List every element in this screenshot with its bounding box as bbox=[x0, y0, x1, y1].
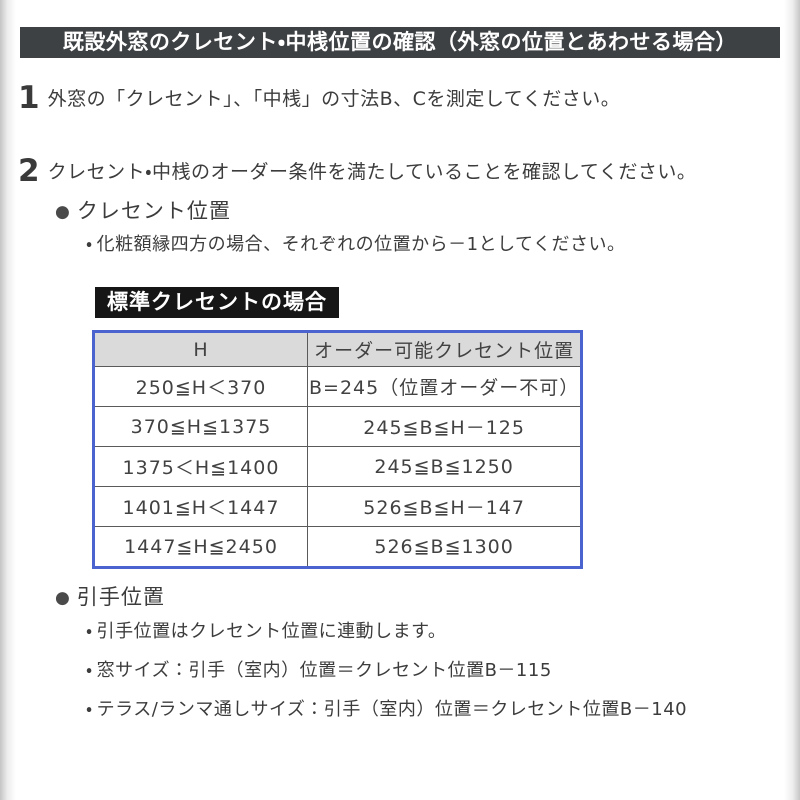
table-cell-h-range: 1447≦H≦2450 bbox=[93, 526, 308, 568]
step-2-text: クレセント・中桟のオーダー条件を満たしていることを確認してください。 bbox=[47, 161, 697, 183]
handle-position-note: ・窓サイズ：引手（室内）位置＝クレセント位置B－115 bbox=[86, 656, 552, 682]
crescent-position-heading: ● クレセント位置 bbox=[55, 195, 231, 225]
table-row: 250≦H＜370 B=245（位置オーダー不可） bbox=[93, 366, 583, 407]
crescent-position-heading-label: クレセント位置 bbox=[76, 199, 231, 223]
crescent-position-note-text: 化粧額縁四方の場合、それぞれの位置から－1としてください。 bbox=[96, 234, 626, 255]
handle-note-text: 窓サイズ：引手（室内）位置＝クレセント位置B－115 bbox=[96, 660, 552, 681]
table-cell-order-range: 245≦B≦1250 bbox=[306, 446, 583, 487]
table-row: 1401≦H＜1447 526≦B≦H－147 bbox=[93, 486, 583, 527]
handle-position-note: ・引手位置はクレセント位置に連動します。 bbox=[86, 617, 446, 643]
dot-bullet-icon: ・ bbox=[86, 621, 93, 642]
table-cell-order-range: 245≦B≦H－125 bbox=[306, 406, 583, 447]
dot-bullet-icon: ・ bbox=[86, 660, 93, 681]
table-cell-h-range: 1401≦H＜1447 bbox=[93, 486, 308, 527]
table-header-h: H bbox=[93, 331, 308, 367]
table-cell-h-range: 1375＜H≦1400 bbox=[93, 446, 308, 487]
table-row: 1375＜H≦1400 245≦B≦1250 bbox=[93, 446, 583, 487]
step-1-text: 外窓の「クレセント」、「中桟」の寸法B、Cを測定してください。 bbox=[47, 88, 621, 110]
step-1: 1 外窓の「クレセント」、「中桟」の寸法B、Cを測定してください。 bbox=[18, 80, 621, 116]
bullet-circle-icon: ● bbox=[55, 202, 71, 222]
table-header-row: H オーダー可能クレセント位置 bbox=[93, 331, 583, 367]
table-cell-order-range: 526≦B≦H－147 bbox=[306, 486, 583, 527]
step-2-number: 2 bbox=[18, 153, 40, 189]
table-row: 370≦H≦1375 245≦B≦H－125 bbox=[93, 406, 583, 447]
page-left-edge-shading bbox=[0, 0, 16, 800]
bullet-circle-icon: ● bbox=[55, 588, 71, 608]
crescent-position-table: H オーダー可能クレセント位置 250≦H＜370 B=245（位置オーダー不可… bbox=[92, 330, 584, 569]
standard-crescent-label: 標準クレセントの場合 bbox=[95, 287, 339, 318]
dot-bullet-icon: ・ bbox=[86, 699, 93, 720]
dot-bullet-icon: ・ bbox=[86, 234, 93, 255]
step-2: 2 クレセント・中桟のオーダー条件を満たしていることを確認してください。 bbox=[18, 153, 697, 189]
table-header-order-position: オーダー可能クレセント位置 bbox=[306, 331, 583, 367]
handle-position-heading-label: 引手位置 bbox=[76, 585, 165, 609]
table-cell-h-range: 250≦H＜370 bbox=[93, 366, 308, 407]
handle-position-heading: ● 引手位置 bbox=[55, 581, 165, 611]
section-title-bar: 既設外窓のクレセント・中桟位置の確認（外窓の位置とあわせる場合） bbox=[20, 27, 780, 58]
handle-note-text: テラス/ランマ通しサイズ：引手（室内）位置＝クレセント位置B－140 bbox=[96, 699, 688, 720]
handle-position-note: ・テラス/ランマ通しサイズ：引手（室内）位置＝クレセント位置B－140 bbox=[86, 695, 687, 721]
table-cell-order-range: B=245（位置オーダー不可） bbox=[306, 366, 583, 407]
page-right-edge-shading bbox=[784, 0, 800, 800]
crescent-position-note: ・化粧額縁四方の場合、それぞれの位置から－1としてください。 bbox=[86, 230, 626, 256]
step-1-number: 1 bbox=[18, 80, 40, 116]
table-row: 1447≦H≦2450 526≦B≦1300 bbox=[93, 526, 583, 568]
table-cell-order-range: 526≦B≦1300 bbox=[306, 526, 583, 568]
handle-note-text: 引手位置はクレセント位置に連動します。 bbox=[96, 621, 447, 642]
table-cell-h-range: 370≦H≦1375 bbox=[93, 406, 308, 447]
